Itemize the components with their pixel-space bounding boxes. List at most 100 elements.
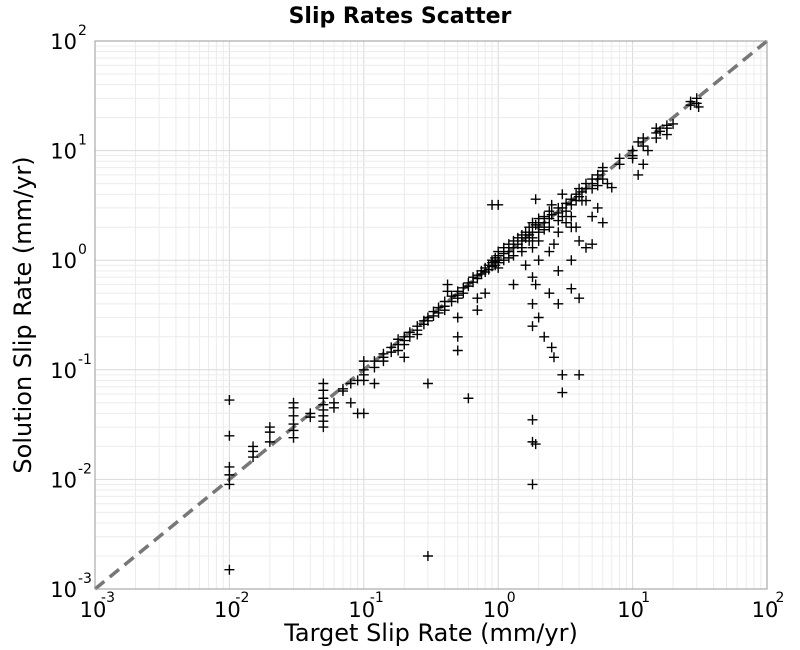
data-point-marker — [574, 369, 585, 380]
data-point-marker — [638, 159, 649, 170]
data-point-marker — [642, 145, 653, 156]
x-tick-exponent: 0 — [507, 590, 516, 606]
y-tick-label: 10 — [50, 468, 77, 492]
data-point-marker — [458, 288, 469, 299]
data-point-marker — [399, 339, 410, 350]
data-point-marker — [530, 279, 541, 290]
data-point-marker — [533, 255, 544, 266]
data-point-marker — [587, 183, 598, 194]
data-point-marker — [345, 397, 356, 408]
data-point-marker — [587, 239, 598, 250]
data-point-marker — [539, 331, 550, 342]
chart-title: Slip Rates Scatter — [289, 4, 512, 29]
data-point-marker — [539, 224, 550, 235]
x-tick-label: 10 — [617, 598, 644, 622]
data-point-marker — [224, 564, 235, 575]
data-point-marker — [264, 427, 275, 438]
data-point-marker — [574, 235, 585, 246]
data-point-marker — [452, 345, 463, 356]
data-point-marker — [472, 293, 483, 304]
data-point-marker — [580, 242, 591, 253]
data-point-marker — [561, 206, 572, 217]
data-point-marker — [571, 222, 582, 233]
data-point-marker — [527, 321, 538, 332]
x-tick-exponent: 1 — [641, 590, 650, 606]
data-point-marker — [288, 432, 299, 443]
data-point-marker — [566, 283, 577, 294]
data-point-marker — [566, 211, 577, 222]
data-point-marker — [685, 100, 696, 111]
data-point-marker — [428, 310, 439, 321]
data-point-marker — [597, 174, 608, 185]
y-tick-exponent: -3 — [78, 571, 92, 587]
data-point-marker — [224, 395, 235, 406]
data-point-marker — [546, 199, 557, 210]
data-point-marker — [566, 199, 577, 210]
data-point-marker — [606, 182, 617, 193]
data-point-marker — [318, 422, 329, 433]
data-point-marker — [527, 298, 538, 309]
data-point-marker — [516, 246, 527, 257]
y-tick-label: 10 — [50, 359, 77, 383]
data-point-marker — [661, 129, 672, 140]
data-point-marker — [472, 305, 483, 316]
data-point-marker — [557, 387, 568, 398]
data-point-marker — [433, 307, 444, 318]
x-tick-label: 10 — [80, 598, 107, 622]
data-point-marker — [358, 356, 369, 367]
data-point-marker — [553, 298, 564, 309]
data-point-marker — [452, 293, 463, 304]
data-point-marker — [480, 288, 491, 299]
data-point-marker — [633, 136, 644, 147]
data-point-marker — [508, 250, 519, 261]
x-axis-label: Target Slip Rate (mm/yr) — [283, 619, 578, 647]
y-tick-exponent: 1 — [78, 133, 87, 149]
x-tick-label: 10 — [348, 598, 375, 622]
data-point-marker — [328, 402, 339, 413]
data-point-marker — [452, 312, 463, 323]
data-point-marker — [463, 393, 474, 404]
data-point-marker — [358, 408, 369, 419]
data-point-marker — [557, 189, 568, 200]
data-point-marker — [553, 265, 564, 276]
x-tick-labels: 10-3 10-2 10-1 100 101 102 — [80, 590, 785, 622]
data-point-marker — [369, 362, 380, 373]
data-point-marker — [422, 315, 433, 326]
data-point-marker — [544, 288, 555, 299]
plot-frame — [94, 40, 768, 590]
data-point-marker — [412, 329, 423, 340]
data-point-marker — [668, 118, 679, 129]
data-point-marker — [533, 312, 544, 323]
y-tick-label: 10 — [50, 30, 77, 54]
data-point-marker — [546, 342, 557, 353]
data-point-marker — [439, 305, 450, 316]
data-point-marker — [527, 479, 538, 490]
data-point-marker — [546, 209, 557, 220]
y-tick-exponent: 0 — [78, 242, 87, 258]
data-point-marker — [386, 347, 397, 358]
data-point-marker — [503, 252, 514, 263]
data-point-marker — [248, 452, 259, 463]
data-point-marker — [264, 436, 275, 447]
data-point-marker — [224, 469, 235, 480]
x-tick-label: 10 — [752, 598, 779, 622]
data-point-marker — [580, 195, 591, 206]
data-point-marker — [614, 159, 625, 170]
data-point-marker — [548, 352, 559, 363]
data-point-marker — [553, 227, 564, 238]
data-point-marker — [508, 279, 519, 290]
data-point-marker — [527, 242, 538, 253]
y-tick-exponent: -2 — [78, 461, 92, 477]
data-point-marker — [527, 272, 538, 283]
data-point-marker — [574, 293, 585, 304]
data-point-marker — [592, 180, 603, 191]
data-point-marker — [655, 126, 666, 137]
data-point-marker — [533, 227, 544, 238]
y-tick-label: 10 — [50, 140, 77, 164]
data-point-marker — [422, 551, 433, 562]
data-point-marker — [561, 217, 572, 228]
data-point-marker — [527, 232, 538, 243]
data-point-marker — [544, 222, 555, 233]
